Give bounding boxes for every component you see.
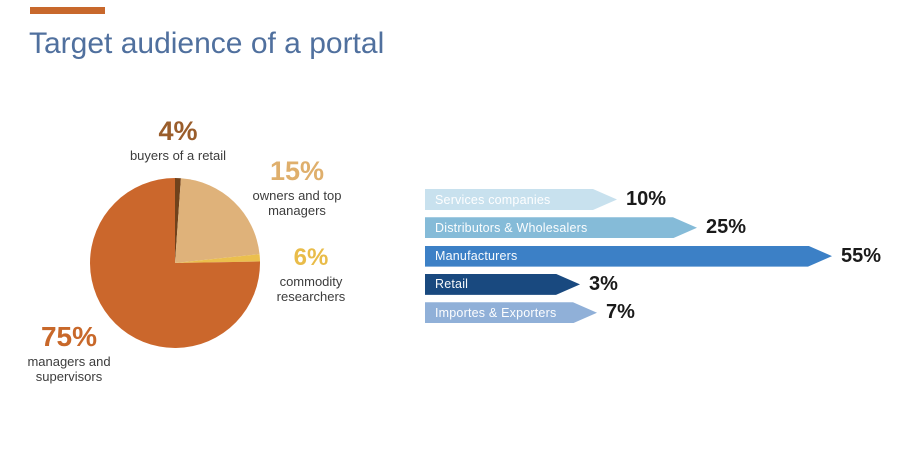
bar-category-label: Importes & Exporters bbox=[435, 305, 557, 320]
bar-row: Importes & Exporters 7% bbox=[425, 301, 635, 324]
accent-bar bbox=[30, 7, 105, 14]
bar-row: Retail 3% bbox=[425, 272, 618, 295]
bar-value-label: 25% bbox=[706, 216, 747, 239]
pie-slice-description: managers and supervisors bbox=[27, 354, 111, 385]
pie-slice-label: 75% managers and supervisors bbox=[10, 321, 128, 385]
pie-slice-label: 6% commodity researchers bbox=[263, 244, 359, 305]
bar-category-label: Distributors & Wholesalers bbox=[435, 220, 588, 235]
pie-slice-description: commodity researchers bbox=[276, 273, 346, 304]
bar-row: Manufacturers 55% bbox=[425, 244, 882, 267]
bar: Manufacturers bbox=[425, 246, 832, 267]
bar: Importes & Exporters bbox=[425, 302, 597, 323]
bar-category-label: Manufacturers bbox=[435, 249, 518, 264]
pie-slice-description: owners and top managers bbox=[252, 188, 342, 219]
pie-slice-percent: 6% bbox=[293, 244, 329, 271]
pie-slice-percent: 15% bbox=[269, 156, 325, 186]
pie-slice bbox=[175, 254, 260, 263]
pie-slice-percent: 75% bbox=[40, 321, 98, 352]
bar: Retail bbox=[425, 274, 580, 295]
bar: Services companies bbox=[425, 189, 617, 210]
pie-slice-label: 4% buyers of a retail bbox=[103, 116, 253, 164]
pie-slice bbox=[175, 178, 181, 263]
bar-value-label: 3% bbox=[589, 272, 618, 295]
bar-value-label: 10% bbox=[626, 188, 667, 210]
bar-value-label: 7% bbox=[606, 301, 635, 324]
bar-row: Services companies 10% bbox=[425, 188, 667, 210]
bar-category-label: Retail bbox=[435, 277, 469, 292]
pie-slice-label: 15% owners and top managers bbox=[243, 156, 351, 219]
pie-slice bbox=[90, 178, 261, 348]
pie-chart bbox=[90, 178, 261, 348]
bar-category-label: Services companies bbox=[435, 192, 551, 207]
pie-slice-percent: 4% bbox=[158, 116, 198, 146]
bar: Distributors & Wholesalers bbox=[425, 217, 697, 238]
pie-slice bbox=[175, 178, 260, 263]
bar-value-label: 55% bbox=[841, 244, 882, 267]
page-title: Target audience of a portal bbox=[29, 27, 385, 60]
bar-chart: Services companies 10% Distributors & Whol… bbox=[425, 188, 895, 324]
bar-row: Distributors & Wholesalers 25% bbox=[425, 216, 747, 239]
pie-slice-description: buyers of a retail bbox=[129, 148, 227, 164]
